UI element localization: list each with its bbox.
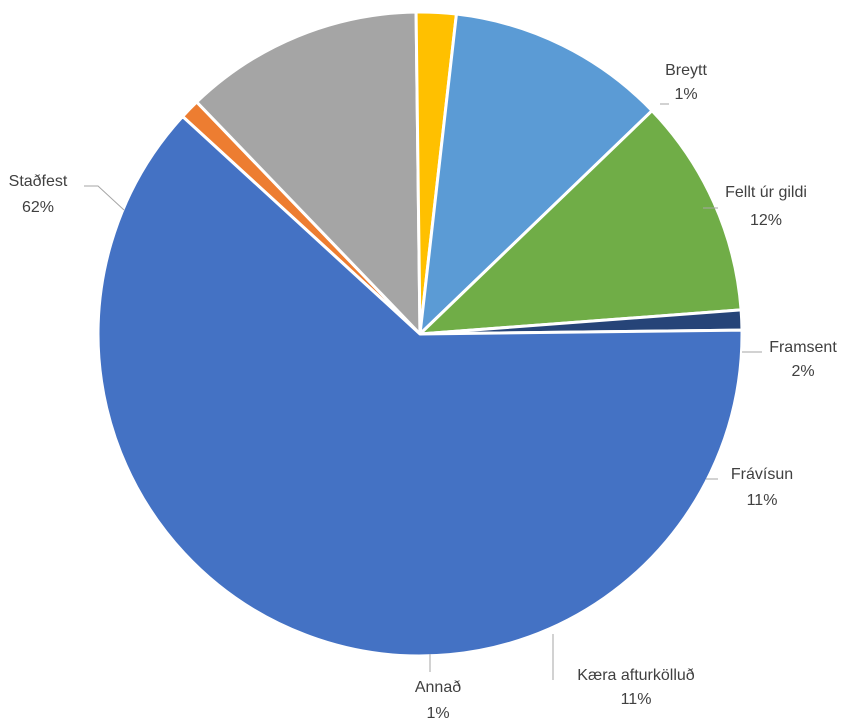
slice-label-framsent: Framsent [769,339,837,356]
slice-percent-stadfest: 62% [22,199,54,216]
slice-label-kaera-afturkollud: Kæra afturkölluð [577,667,694,684]
pie-slice-kaera-afturkollud [418,109,743,336]
slice-percent-fravisun: 11% [747,492,778,509]
slice-percent-fellt-ur-gildi: 12% [750,212,782,229]
pie-slice-stadfest [96,114,744,658]
slice-percent-annad: 1% [426,705,449,720]
pie-slice-fravisun [418,12,654,336]
slice-percent-breytt: 1% [674,86,697,103]
slice-label-fellt-ur-gildi: Fellt úr gildi [725,184,807,201]
pie-slice-fellt-ur-gildi [195,10,422,336]
leader-line-stadfest [84,185,125,211]
slice-label-annad: Annað [415,679,461,696]
slice-percent-kaera-afturkollud: 11% [621,691,652,708]
slice-percent-framsent: 2% [791,363,814,380]
slice-label-breytt: Breytt [665,62,707,79]
slice-label-stadfest: Staðfest [9,173,68,190]
slice-label-fravisun: Frávísun [731,466,793,483]
